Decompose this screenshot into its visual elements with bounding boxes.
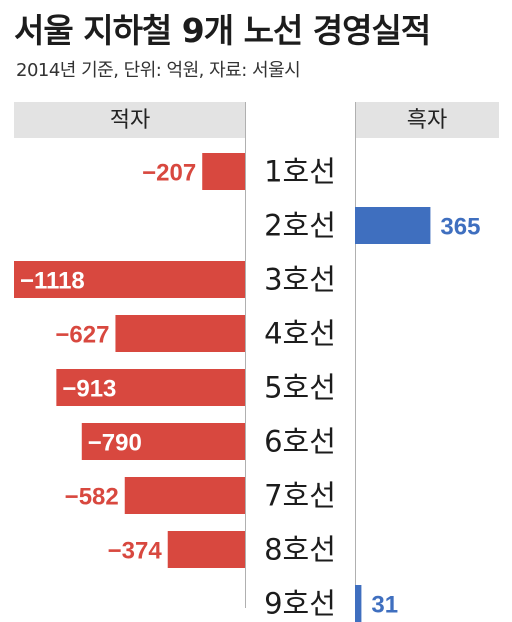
positive-header-label: 흑자 [407, 108, 447, 133]
surplus-bar [355, 585, 362, 622]
chart-rows: 1호선 −207 2호선 365 3호선 −1118 4호선 −627 5호선 −913 6호선 −7… [14, 153, 480, 622]
category-label: 4호선 [264, 317, 336, 351]
surplus-bar [355, 207, 431, 244]
deficit-bar [56, 369, 245, 406]
value-label: −207 [142, 160, 196, 187]
value-label: −374 [108, 538, 163, 565]
deficit-bar [167, 531, 245, 568]
category-label: 6호선 [264, 425, 336, 459]
category-label: 3호선 [264, 263, 336, 297]
chart-subtitle: 2014년 기준, 단위: 억원, 자료: 서울시 [16, 60, 301, 81]
deficit-bar [115, 315, 245, 352]
deficit-bar [124, 477, 245, 514]
category-label: 9호선 [264, 587, 336, 621]
category-label: 2호선 [264, 209, 336, 243]
deficit-bar [81, 423, 245, 460]
value-label: −790 [88, 430, 142, 457]
category-label: 8호선 [264, 533, 336, 567]
category-label: 7호선 [264, 479, 336, 513]
value-label: −627 [55, 322, 109, 349]
deficit-bar [14, 261, 245, 298]
value-label: 365 [440, 214, 480, 241]
value-label: −913 [62, 376, 116, 403]
value-label: −1118 [20, 268, 85, 295]
value-label: 31 [371, 592, 398, 619]
category-label: 5호선 [264, 371, 336, 405]
category-label: 1호선 [264, 155, 336, 189]
positive-header-bg [355, 102, 499, 138]
value-label: −582 [65, 484, 119, 511]
deficit-bar [202, 153, 245, 190]
chart-title: 서울 지하철 9개 노선 경영실적 [14, 11, 431, 50]
negative-header-label: 적자 [110, 108, 150, 133]
negative-header-bg [14, 102, 245, 138]
